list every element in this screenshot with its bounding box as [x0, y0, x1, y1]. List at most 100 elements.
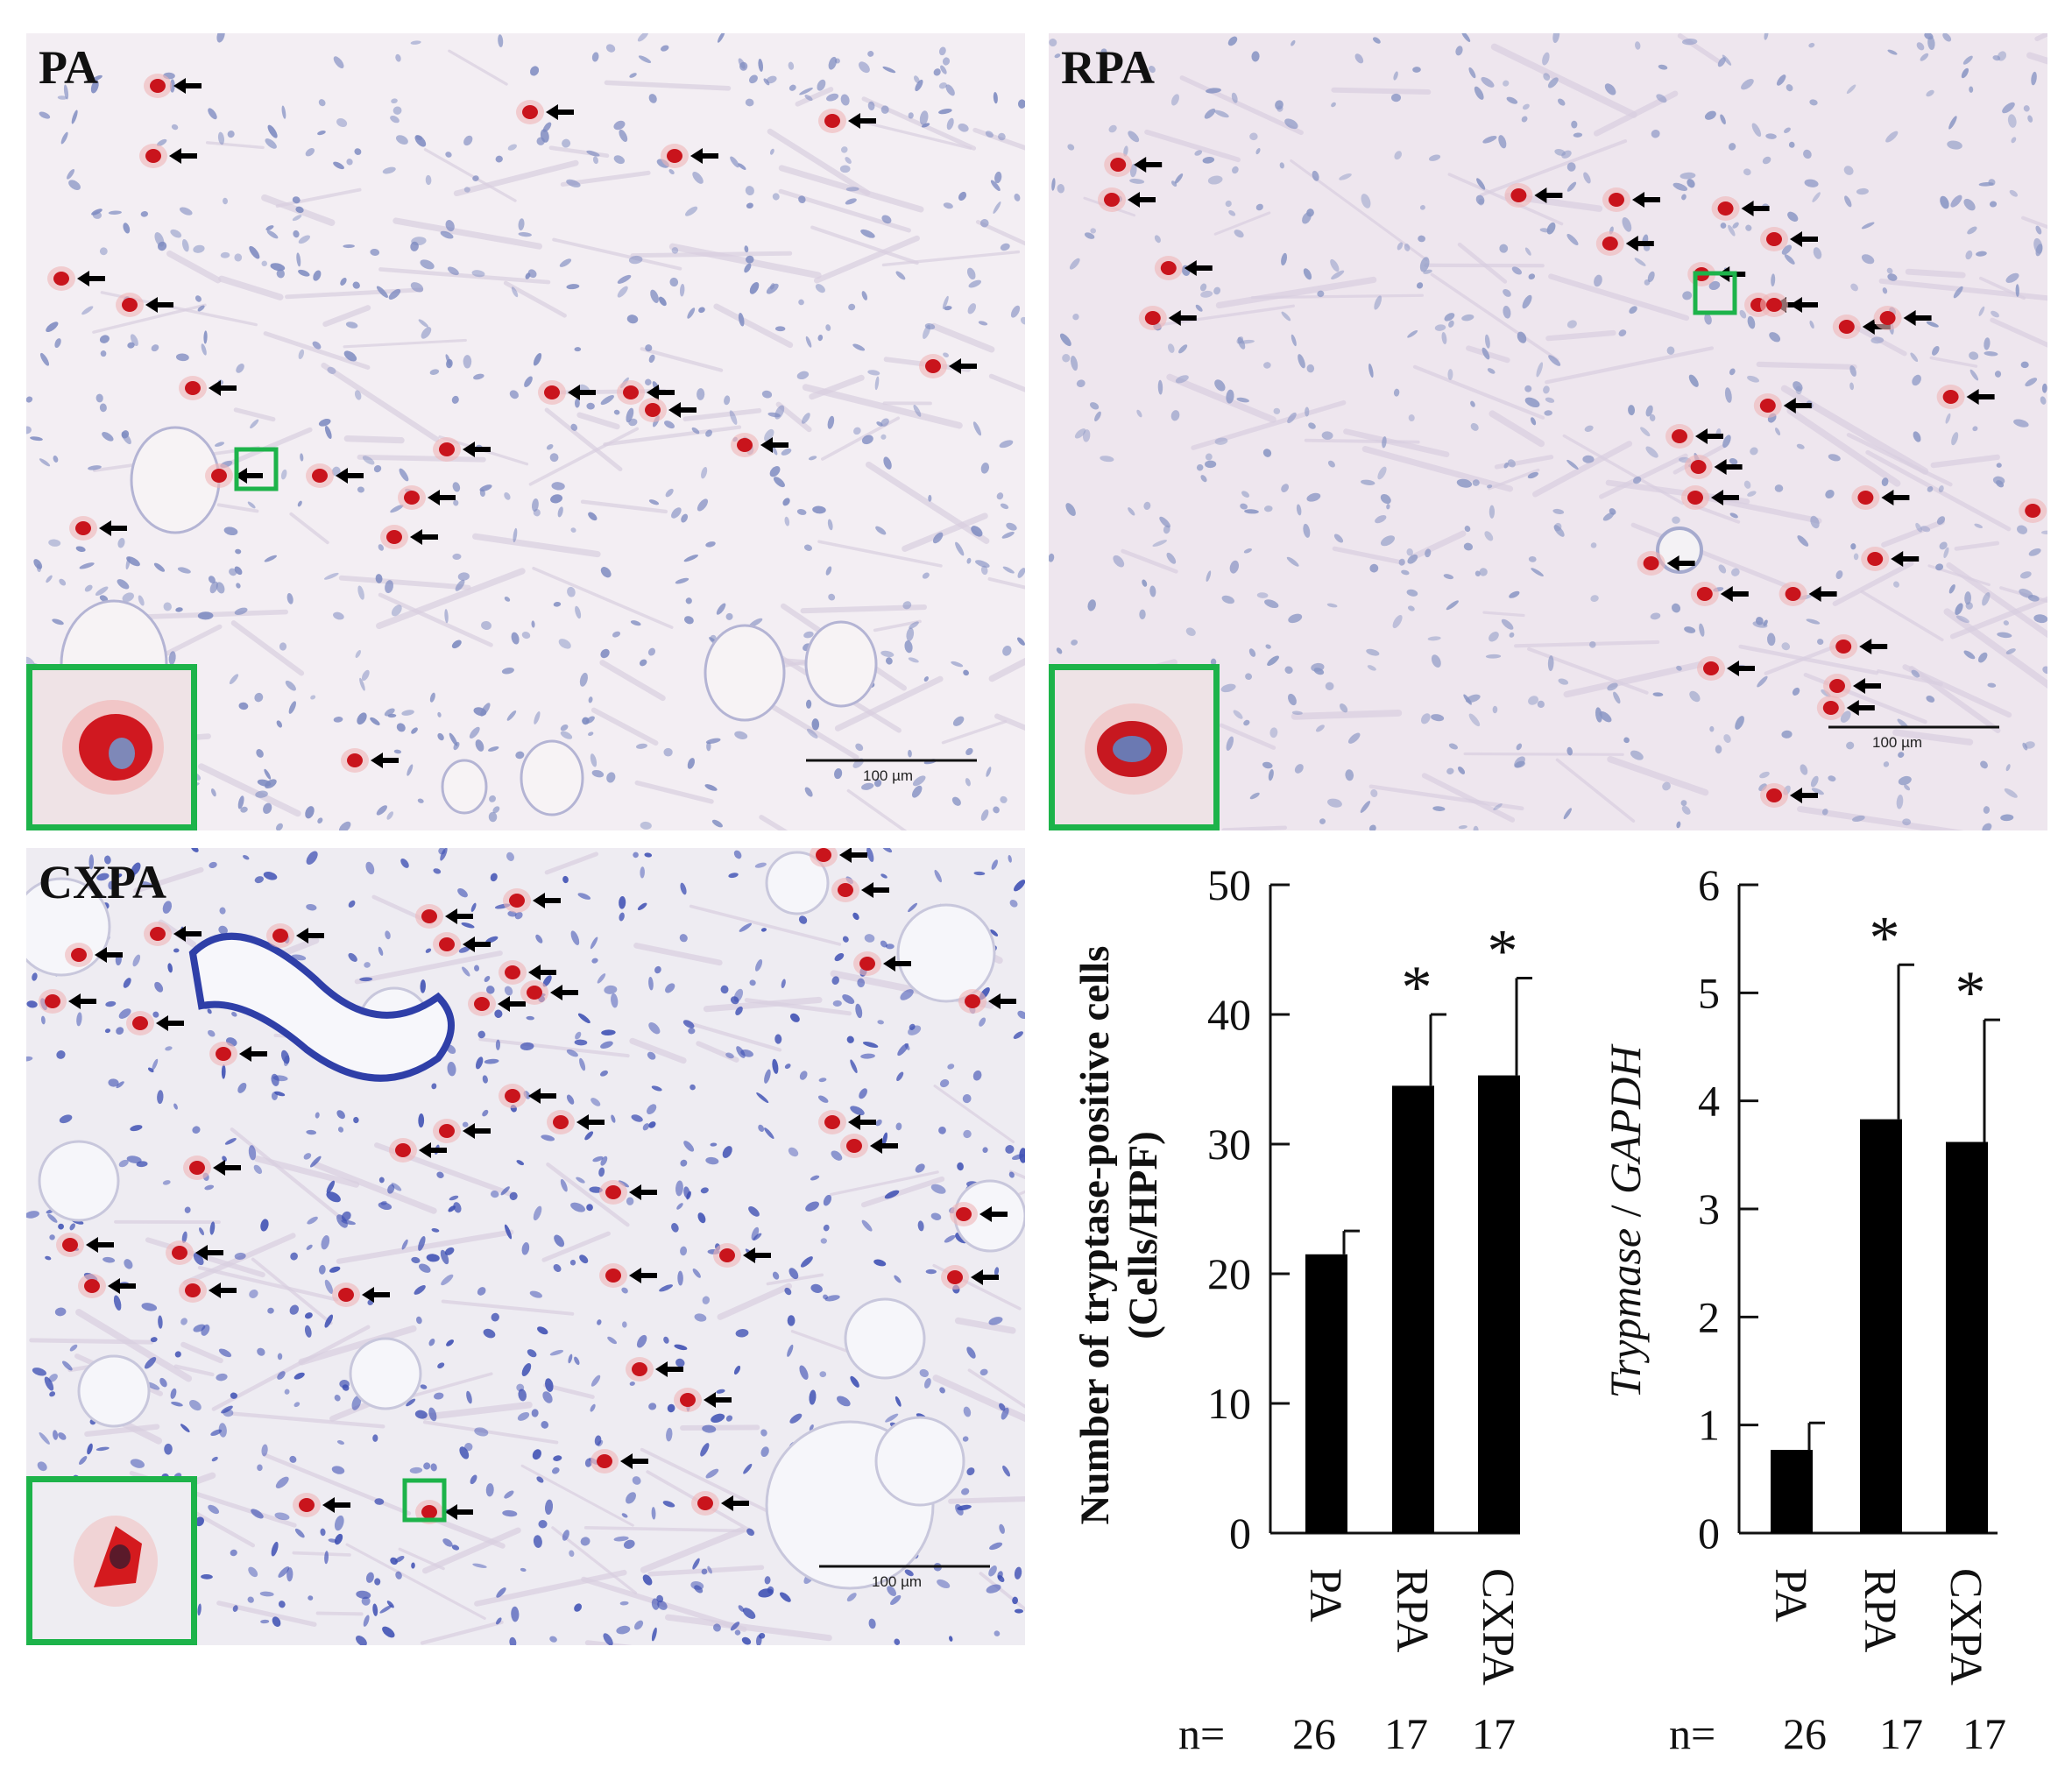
n-row-chart1: n= 26 17 17	[1178, 1708, 1546, 1761]
cell-nucleus	[285, 680, 296, 691]
cell-nucleus	[525, 272, 531, 279]
cell-nucleus	[1498, 135, 1507, 149]
cell-nucleus	[336, 1110, 345, 1120]
cell-nucleus	[235, 548, 242, 555]
cell-nucleus	[725, 1415, 733, 1422]
cell-nucleus	[923, 324, 931, 340]
mast-cell	[145, 149, 161, 163]
cell-nucleus	[763, 78, 770, 86]
cell-nucleus	[1528, 696, 1538, 705]
cell-nucleus	[787, 1315, 796, 1326]
cell-nucleus	[1821, 808, 1828, 816]
tissue-fiber	[759, 815, 788, 830]
cell-nucleus	[337, 1127, 344, 1133]
cell-nucleus	[542, 975, 552, 987]
cell-nucleus	[1204, 108, 1216, 119]
cell-nucleus	[433, 868, 442, 874]
cell-nucleus	[318, 419, 331, 427]
cell-nucleus	[626, 314, 639, 324]
cell-nucleus	[880, 418, 889, 427]
cell-nucleus	[1965, 602, 1973, 610]
cell-nucleus	[1722, 54, 1732, 66]
mast-cell	[386, 530, 402, 544]
cell-nucleus	[96, 873, 110, 881]
cell-nucleus	[521, 1363, 532, 1376]
arrow-icon	[1853, 678, 1881, 694]
cell-nucleus	[46, 322, 59, 333]
cell-nucleus	[1455, 46, 1463, 56]
cell-nucleus	[1843, 166, 1854, 175]
cell-nucleus	[390, 115, 400, 124]
cell-nucleus	[662, 1501, 675, 1508]
bar-pa	[1305, 1254, 1347, 1533]
cell-nucleus	[1458, 767, 1466, 774]
cell-nucleus	[769, 466, 781, 477]
cell-nucleus	[952, 716, 965, 726]
cell-nucleus	[463, 135, 473, 146]
cell-nucleus	[930, 1212, 942, 1220]
arrow-icon	[108, 1278, 136, 1294]
cell-nucleus	[825, 324, 831, 331]
cell-nucleus	[1629, 306, 1637, 314]
cell-nucleus	[590, 753, 598, 767]
cell-nucleus	[1558, 678, 1569, 685]
mast-cell	[1160, 261, 1177, 275]
cell-nucleus	[1810, 775, 1819, 788]
arrow-icon	[1846, 700, 1875, 716]
cell-nucleus	[156, 138, 167, 146]
cell-nucleus	[59, 578, 67, 586]
cell-nucleus	[938, 82, 947, 89]
cell-nucleus	[286, 592, 293, 604]
cell-nucleus	[710, 634, 717, 642]
cell-nucleus	[440, 230, 454, 239]
cell-nucleus	[359, 977, 373, 982]
cell-nucleus	[908, 1025, 922, 1035]
n-value-rpa-chart2: 17	[1879, 1709, 1923, 1758]
cell-nucleus	[630, 620, 641, 626]
cell-nucleus	[1448, 320, 1454, 328]
arrow-icon	[949, 358, 977, 374]
tissue-fiber	[205, 141, 265, 150]
cell-nucleus	[159, 1377, 167, 1388]
cell-nucleus	[150, 1337, 158, 1343]
cell-nucleus	[575, 1031, 582, 1040]
cell-nucleus	[724, 395, 731, 406]
cell-nucleus	[442, 1538, 453, 1547]
cell-nucleus	[558, 639, 571, 649]
cell-nucleus	[962, 1436, 969, 1442]
cell-nucleus	[1386, 504, 1390, 510]
cell-nucleus	[1544, 410, 1552, 416]
cell-nucleus	[296, 252, 301, 267]
cell-nucleus	[451, 395, 459, 404]
cell-nucleus	[388, 288, 401, 300]
arrow-icon	[169, 148, 197, 164]
cell-nucleus	[223, 527, 238, 536]
cell-nucleus	[1561, 150, 1572, 159]
cell-nucleus	[193, 244, 205, 253]
cell-nucleus	[2015, 284, 2019, 297]
tissue-fiber	[634, 780, 714, 804]
cell-nucleus	[846, 1593, 857, 1602]
cell-nucleus	[809, 1424, 814, 1431]
cell-nucleus	[1987, 682, 1997, 688]
cell-nucleus	[1249, 132, 1258, 141]
lumen	[130, 426, 221, 534]
cell-nucleus	[1262, 449, 1272, 457]
cell-nucleus	[1898, 775, 1912, 786]
cell-nucleus	[1431, 714, 1445, 722]
cell-nucleus	[1463, 694, 1472, 705]
cell-nucleus	[943, 352, 950, 357]
cell-nucleus	[1347, 732, 1361, 744]
cell-nucleus	[84, 584, 93, 592]
cell-nucleus	[54, 338, 61, 349]
arrow-icon	[463, 1123, 491, 1139]
tissue-fiber	[975, 220, 1025, 246]
cell-nucleus	[227, 130, 235, 138]
mast-cell	[75, 521, 91, 535]
tissue-fiber	[92, 303, 207, 334]
mast-cell	[527, 986, 542, 1000]
cell-nucleus	[826, 93, 839, 102]
cell-nucleus	[1308, 422, 1316, 429]
tissue-fiber	[1411, 530, 1467, 561]
mast-cell	[439, 442, 455, 456]
